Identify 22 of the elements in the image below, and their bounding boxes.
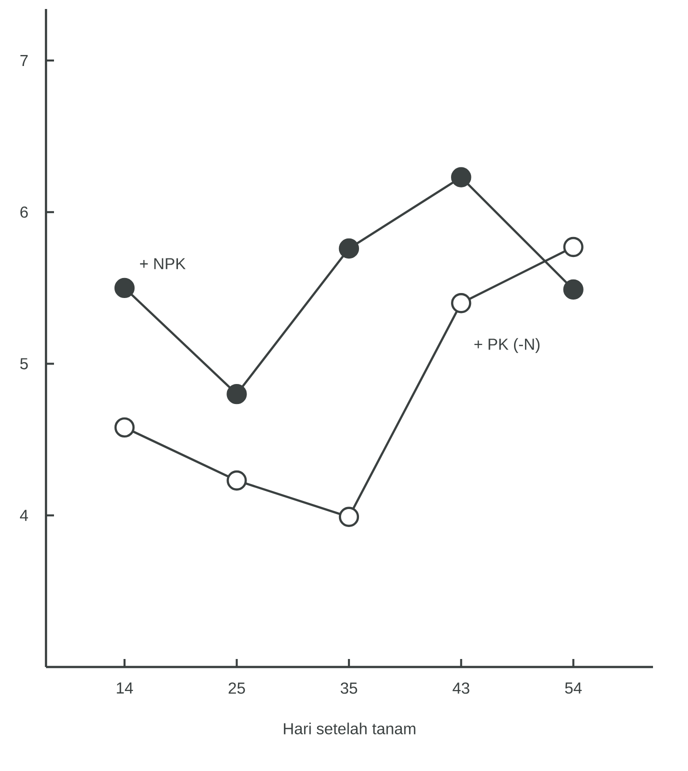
x-tick-label: 14 bbox=[116, 682, 133, 694]
y-tick-label: 6 bbox=[20, 206, 28, 218]
point bbox=[451, 293, 472, 314]
y-tick-label: 4 bbox=[20, 510, 28, 521]
x-tick-label: 54 bbox=[565, 682, 582, 694]
x-axis-title: Hari setelah tanam bbox=[284, 722, 416, 734]
point bbox=[338, 506, 360, 527]
point bbox=[226, 470, 247, 491]
y-tick-label: 5 bbox=[20, 358, 28, 370]
point bbox=[563, 236, 584, 258]
x-tick-label: 35 bbox=[340, 682, 358, 694]
y-tick-label: 7 bbox=[20, 55, 28, 66]
series-label: + NPK bbox=[140, 258, 186, 270]
point bbox=[451, 167, 472, 188]
point bbox=[114, 278, 135, 298]
point bbox=[114, 417, 135, 438]
point bbox=[226, 384, 247, 404]
point bbox=[338, 238, 360, 259]
series-label: + PK (-N) bbox=[474, 338, 540, 353]
x-tick-label: 43 bbox=[452, 682, 470, 694]
x-tick-label: 25 bbox=[228, 682, 245, 694]
point bbox=[563, 279, 584, 300]
